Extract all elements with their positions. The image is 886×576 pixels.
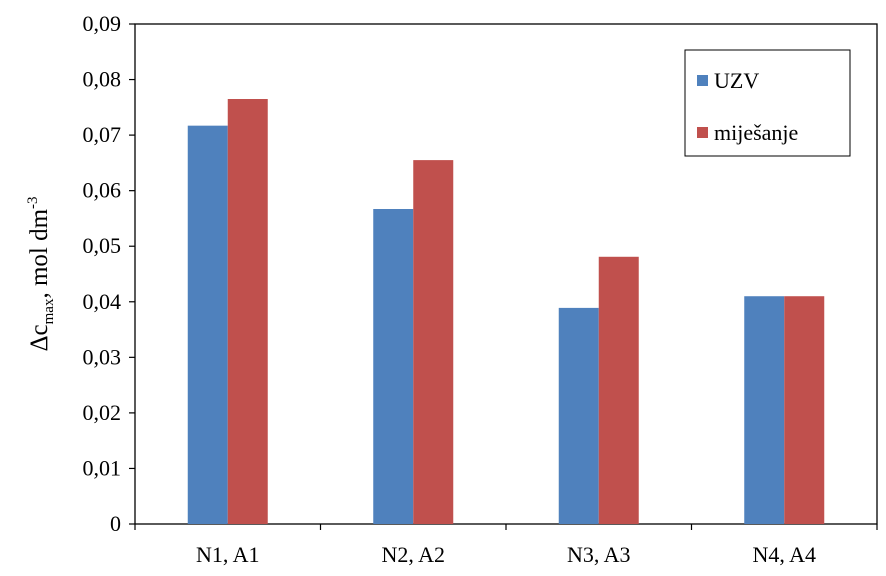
bar-uzv-4 bbox=[744, 296, 785, 524]
legend-label-uzv: UZV bbox=[714, 68, 759, 93]
y-tick-label: 0,01 bbox=[83, 455, 122, 480]
legend-swatch-uzv bbox=[697, 75, 708, 86]
y-axis-title: Δcmax, mol dm-3 bbox=[25, 196, 57, 351]
bar-uzv-1 bbox=[187, 125, 228, 525]
bar-mijesanje-1 bbox=[227, 99, 268, 524]
legend-label-mijesanje: miješanje bbox=[714, 120, 798, 145]
x-category-label: N4, A4 bbox=[752, 542, 816, 567]
y-tick-label: 0,08 bbox=[83, 67, 122, 92]
bar-uzv-2 bbox=[373, 209, 414, 524]
y-axis-ticks: 0 0,01 0,02 0,03 0,04 0,05 0,06 0,07 0,08 0,09 bbox=[83, 11, 135, 536]
y-tick-label: 0,06 bbox=[83, 178, 122, 203]
y-tick-label: 0,04 bbox=[83, 289, 122, 314]
bars bbox=[187, 99, 825, 525]
bar-mijesanje-3 bbox=[598, 256, 639, 524]
legend-swatch-mijesanje bbox=[697, 127, 708, 138]
y-axis-title-sup: -3 bbox=[25, 196, 41, 209]
y-tick-label: 0,09 bbox=[83, 11, 122, 36]
x-axis-ticks: N1, A1 N2, A2 N3, A3 N4, A4 bbox=[134, 524, 878, 567]
bar-mijesanje-2 bbox=[413, 160, 454, 524]
y-axis-title-sub: max bbox=[41, 298, 57, 324]
y-tick-label: 0,03 bbox=[83, 344, 122, 369]
legend: UZV miješanje bbox=[684, 49, 851, 157]
x-category-label: N1, A1 bbox=[196, 542, 260, 567]
y-tick-label: 0 bbox=[110, 511, 121, 536]
y-axis-title-main: Δc bbox=[26, 324, 53, 351]
x-category-label: N3, A3 bbox=[567, 542, 631, 567]
bar-mijesanje-4 bbox=[784, 296, 825, 524]
legend-frame bbox=[684, 49, 851, 157]
y-tick-label: 0,07 bbox=[83, 122, 122, 147]
y-tick-label: 0,05 bbox=[83, 233, 122, 258]
bar-uzv-3 bbox=[558, 307, 599, 524]
x-category-label: N2, A2 bbox=[381, 542, 445, 567]
y-tick-label: 0,02 bbox=[83, 400, 122, 425]
y-axis-title-rest: , mol dm bbox=[26, 208, 53, 298]
